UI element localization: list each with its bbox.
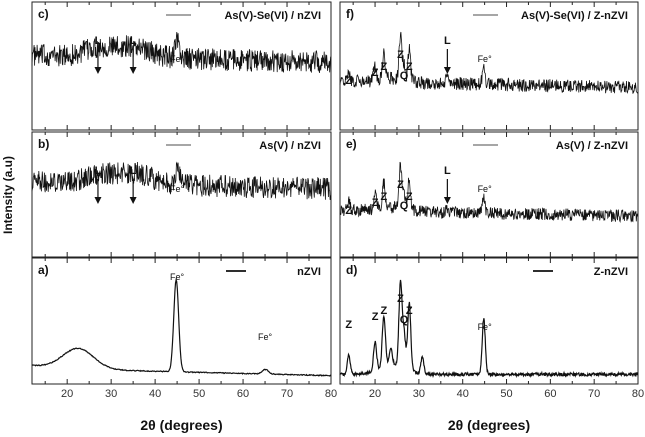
z-annotation: Z [380, 191, 387, 203]
x-tick-label: 80 [632, 388, 644, 400]
legend-label: As(V)-Se(VI) / Z-nZVI [521, 10, 628, 22]
y-axis-label: Intensity (a.u) [1, 156, 15, 234]
z-annotation: Z [372, 197, 379, 209]
x-tick-label: 70 [281, 388, 293, 400]
z-annotation: Z [406, 191, 413, 203]
z-annotation: Z [397, 49, 404, 61]
z-annotation: Z [397, 293, 404, 305]
x-tick-label: 40 [149, 388, 161, 400]
l-annotation: L [130, 165, 137, 177]
x-tick-label: 30 [105, 388, 117, 400]
legend-label: As(V) / nZVI [259, 140, 321, 152]
l-annotation: L [444, 35, 451, 47]
x-axis-label: 2θ (degrees) [448, 417, 530, 433]
z-annotation: Z [345, 75, 352, 87]
fe-annotation: Fe° [258, 332, 273, 342]
panel-frame [31, 257, 332, 385]
x-tick-label: 70 [588, 388, 600, 400]
z-annotation: Z [406, 61, 413, 73]
l-annotation: L [444, 165, 451, 177]
l-annotation: L [130, 35, 137, 47]
x-tick-label: 60 [237, 388, 249, 400]
legend-label: nZVI [297, 266, 321, 278]
z-annotation: Z [372, 67, 379, 79]
legend-label: As(V)-Se(VI) / nZVI [224, 10, 321, 22]
x-tick-label: 40 [457, 388, 469, 400]
panel-frame [339, 257, 639, 385]
fe-annotation: Fe° [478, 322, 493, 332]
l-annotation: L [95, 35, 102, 47]
legend-label: As(V) / Z-nZVI [556, 140, 628, 152]
x-tick-label: 60 [544, 388, 556, 400]
z-annotation: Z [372, 311, 379, 323]
fe-annotation: Fe° [478, 184, 493, 194]
panel-label: a) [38, 263, 49, 277]
z-annotation: Z [380, 305, 387, 317]
z-annotation: Z [345, 319, 352, 331]
panel-a: a) nZVI Fe° Fe° 20 30 40 50 60 70 80 2θ (degrees) [31, 257, 337, 433]
q-annotation: Q [400, 70, 409, 82]
panel-label: e) [346, 137, 357, 151]
l-annotation: L [95, 165, 102, 177]
z-annotation: Z [406, 305, 413, 317]
x-tick-label: 30 [413, 388, 425, 400]
panel-frame [339, 1, 639, 131]
x-axis-label: 2θ (degrees) [140, 417, 222, 433]
q-annotation: Q [400, 314, 409, 326]
annotation-arrowhead [129, 197, 137, 204]
x-tick-label: 80 [325, 388, 337, 400]
panel-label: d) [346, 263, 357, 277]
series-trace [31, 277, 332, 377]
q-annotation: Q [400, 200, 409, 212]
series-trace [339, 31, 639, 94]
panel-frame [339, 131, 639, 258]
panel-c: c) As(V)-Se(VI) / nZVI L L Fe° [31, 1, 332, 131]
annotation-arrowhead [443, 197, 451, 204]
fe-annotation: Fe° [170, 184, 185, 194]
x-tick-label: 50 [193, 388, 205, 400]
z-annotation: Z [397, 179, 404, 191]
panel-frame [31, 131, 332, 258]
x-tick-label: 50 [500, 388, 512, 400]
x-tick-label: 20 [369, 388, 381, 400]
panel-b: b) As(V) / nZVI L L Fe° [31, 131, 332, 258]
x-tick-label: 20 [61, 388, 73, 400]
series-trace [31, 161, 332, 200]
series-trace [31, 31, 331, 73]
series-trace [339, 279, 639, 379]
annotation-arrowhead [94, 197, 102, 204]
annotation-arrowhead [94, 67, 102, 74]
fe-annotation: Fe° [478, 54, 493, 64]
annotation-arrowhead [129, 67, 137, 74]
panel-label: c) [38, 7, 49, 21]
fe-annotation: Fe° [170, 54, 185, 64]
panel-label: f) [346, 7, 354, 21]
z-annotation: Z [345, 205, 352, 217]
fe-annotation: Fe° [170, 272, 185, 282]
series-trace [339, 161, 639, 223]
z-annotation: Z [380, 61, 387, 73]
legend-label: Z-nZVI [594, 266, 628, 278]
panel-label: b) [38, 137, 49, 151]
annotation-arrowhead [443, 67, 451, 74]
